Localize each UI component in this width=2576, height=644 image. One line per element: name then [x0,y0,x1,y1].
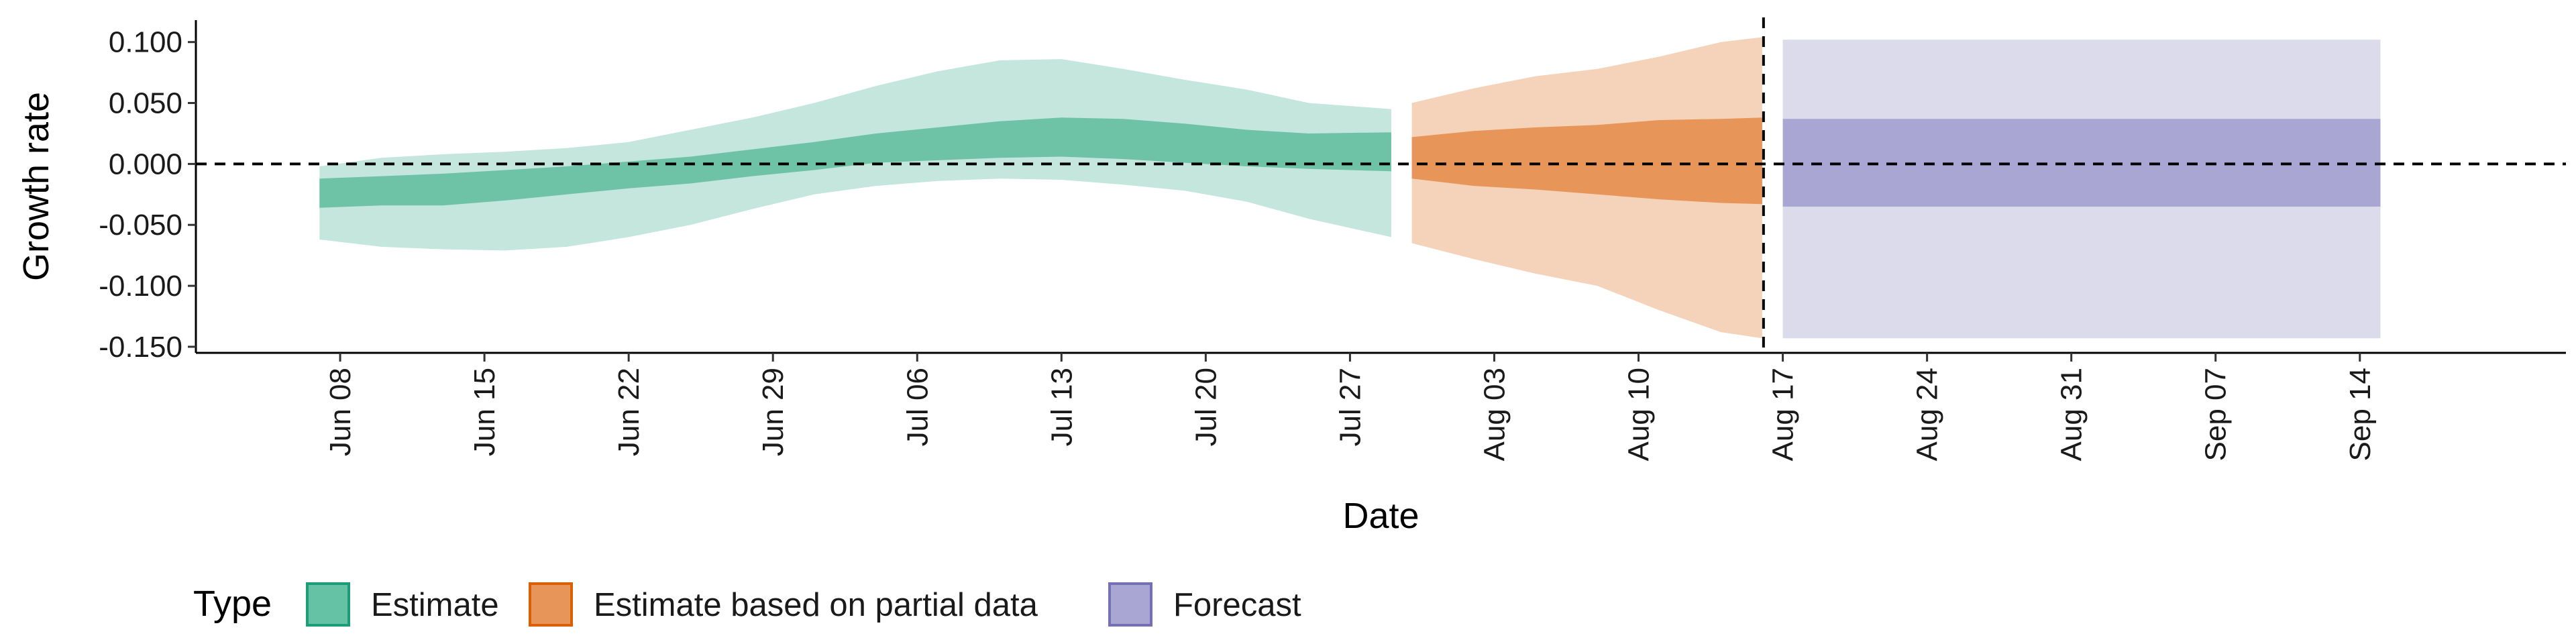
legend-key-forecast [1108,582,1152,627]
x-tick-label: Jul 27 [1334,368,1366,446]
x-tick-label: Jun 29 [757,368,790,456]
legend-label-forecast: Forecast [1173,587,1301,623]
x-tick-label: Jun 08 [324,368,357,456]
y-tick-label: -0.050 [99,209,182,241]
legend-key-estimate [306,582,350,627]
x-tick-label: Sep 14 [2344,368,2377,461]
legend-key-estimate-based-on-partial-data [529,582,573,627]
y-axis-title: Growth rate [16,92,56,281]
y-tick-label: 0.100 [109,26,182,59]
y-tick-label: -0.100 [99,270,182,303]
y-tick-label: 0.050 [109,87,182,120]
legend: Type Estimate Estimate based on partial d… [193,582,1301,627]
x-tick-label: Aug 03 [1478,368,1511,461]
x-axis-ticks: Jun 08 Jun 15 Jun 22 Jun 29 Jul 06 Jul 13 Jul … [324,353,2377,461]
x-tick-label: Aug 10 [1623,368,1656,461]
ribbon-bands [319,37,2381,339]
x-tick-label: Jul 06 [901,368,934,446]
x-tick-label: Aug 24 [1911,368,1944,461]
x-tick-label: Jul 20 [1189,368,1222,446]
x-tick-label: Jun 15 [468,368,501,456]
legend-items: Estimate Estimate based on partial data Fo… [306,582,1301,627]
y-tick-label: 0.000 [109,148,182,180]
x-tick-label: Sep 07 [2200,368,2233,461]
x-tick-label: Jul 13 [1045,368,1078,446]
x-tick-label: Aug 17 [1767,368,1800,461]
x-tick-label: Aug 31 [2055,368,2088,461]
x-tick-label: Jun 22 [612,368,645,456]
legend-label-estimate-based-on-partial-data: Estimate based on partial data [594,587,1038,623]
y-axis-ticks: 0.100 0.050 0.000 -0.050 -0.100 -0.150 [99,26,196,364]
legend-title: Type [193,584,272,624]
legend-label-estimate: Estimate [371,587,499,623]
y-tick-label: -0.150 [99,331,182,364]
ribbon-inner-estimate-based-on-partial-data [1411,117,1762,205]
x-axis-title: Date [1342,496,1419,536]
